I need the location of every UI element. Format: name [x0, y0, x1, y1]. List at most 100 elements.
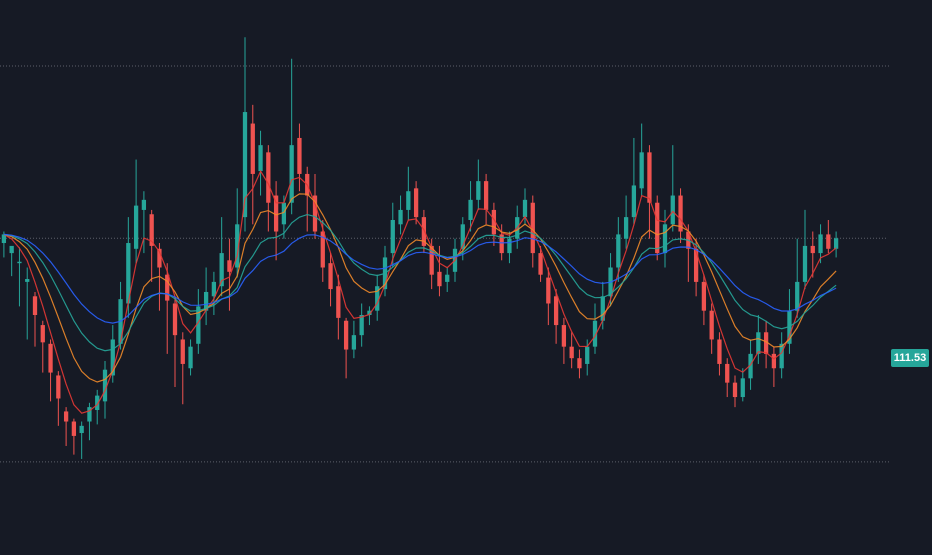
candle[interactable]	[95, 389, 100, 425]
candle[interactable]	[17, 247, 22, 307]
candle[interactable]	[203, 267, 209, 326]
candle[interactable]	[538, 245, 543, 282]
candle[interactable]	[87, 402, 92, 441]
candle[interactable]	[56, 371, 61, 426]
candle[interactable]	[585, 339, 590, 376]
candle-body	[227, 260, 232, 272]
candle[interactable]	[561, 317, 567, 364]
candle[interactable]	[802, 209, 808, 290]
candle[interactable]	[141, 191, 147, 254]
candle-body	[833, 238, 839, 249]
candle[interactable]	[1, 231, 7, 258]
candle[interactable]	[678, 188, 683, 244]
candle-body	[1, 234, 7, 244]
candle[interactable]	[701, 274, 707, 326]
candle[interactable]	[693, 238, 699, 297]
candle[interactable]	[639, 123, 644, 196]
candle[interactable]	[833, 231, 839, 258]
candle[interactable]	[437, 245, 442, 297]
candle[interactable]	[546, 267, 551, 326]
candle[interactable]	[258, 130, 263, 196]
candle[interactable]	[810, 231, 815, 278]
candle[interactable]	[507, 231, 512, 264]
candle-body	[351, 335, 357, 350]
candle[interactable]	[740, 368, 745, 402]
candle[interactable]	[328, 253, 333, 307]
candle[interactable]	[647, 145, 652, 239]
candle[interactable]	[756, 315, 761, 364]
candle[interactable]	[631, 137, 637, 225]
candle-body	[429, 245, 434, 275]
candle[interactable]	[390, 202, 395, 268]
candle[interactable]	[336, 274, 341, 340]
candle[interactable]	[577, 349, 582, 379]
candle[interactable]	[522, 188, 528, 225]
candle[interactable]	[273, 181, 279, 261]
candle[interactable]	[297, 123, 302, 192]
candle[interactable]	[9, 245, 14, 277]
candle[interactable]	[219, 217, 224, 297]
candle[interactable]	[725, 358, 730, 398]
candle[interactable]	[110, 325, 115, 383]
candle[interactable]	[468, 181, 473, 232]
candle[interactable]	[180, 332, 185, 405]
candle[interactable]	[266, 145, 271, 232]
candle-body	[141, 199, 147, 210]
candle[interactable]	[351, 320, 357, 359]
candle[interactable]	[717, 332, 722, 376]
candle[interactable]	[616, 217, 621, 282]
candle[interactable]	[592, 303, 598, 354]
candle[interactable]	[343, 317, 349, 379]
candle[interactable]	[483, 173, 489, 225]
candle[interactable]	[359, 303, 364, 347]
candle[interactable]	[421, 209, 427, 254]
candle[interactable]	[149, 209, 154, 282]
candle[interactable]	[826, 220, 831, 254]
candle[interactable]	[71, 418, 77, 455]
candle[interactable]	[709, 303, 714, 354]
candle[interactable]	[305, 166, 310, 232]
candle-body	[639, 152, 644, 189]
candle[interactable]	[655, 195, 660, 261]
candle[interactable]	[623, 195, 629, 249]
candle[interactable]	[227, 238, 232, 311]
candle[interactable]	[398, 195, 403, 235]
candle[interactable]	[553, 289, 559, 344]
candle[interactable]	[63, 407, 69, 446]
candle[interactable]	[188, 339, 193, 376]
candle[interactable]	[48, 339, 53, 402]
candle[interactable]	[779, 332, 784, 379]
candles[interactable]	[1, 37, 839, 459]
candle[interactable]	[312, 173, 318, 239]
candle[interactable]	[476, 159, 481, 210]
candle[interactable]	[569, 332, 574, 369]
candle[interactable]	[491, 202, 497, 246]
candle[interactable]	[795, 238, 800, 318]
candle[interactable]	[25, 267, 30, 340]
candle[interactable]	[662, 209, 668, 268]
candle[interactable]	[172, 296, 178, 387]
candle[interactable]	[771, 346, 777, 387]
candle[interactable]	[79, 421, 84, 459]
candle-body	[32, 296, 38, 315]
candle[interactable]	[406, 166, 411, 220]
candle[interactable]	[670, 145, 675, 232]
candle[interactable]	[165, 263, 170, 354]
candle[interactable]	[40, 320, 45, 373]
candle[interactable]	[250, 104, 255, 225]
candle[interactable]	[289, 58, 294, 215]
candle[interactable]	[445, 267, 450, 292]
candle[interactable]	[413, 181, 419, 225]
candle[interactable]	[367, 306, 372, 326]
candle[interactable]	[235, 188, 240, 278]
candle[interactable]	[732, 375, 738, 408]
candle[interactable]	[133, 159, 139, 264]
candle[interactable]	[32, 291, 38, 347]
candle[interactable]	[818, 224, 823, 264]
candle[interactable]	[211, 271, 217, 315]
candle[interactable]	[787, 289, 792, 354]
candle[interactable]	[763, 320, 769, 369]
candle[interactable]	[375, 274, 380, 321]
